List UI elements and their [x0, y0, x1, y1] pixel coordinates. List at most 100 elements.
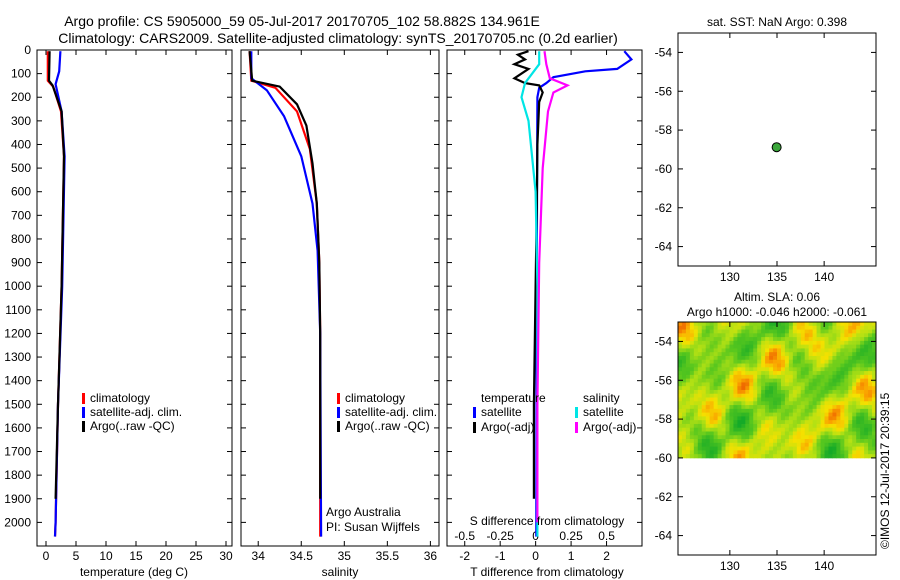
heatmap-cell: [788, 344, 794, 349]
heatmap-cell: [717, 397, 722, 402]
heatmap-cell: [773, 405, 778, 410]
heatmap-cell: [705, 333, 711, 338]
heatmap-cell: [828, 435, 833, 440]
heatmap-cell: [852, 427, 857, 432]
heatmap-cell: [685, 386, 691, 391]
heatmap-cell: [868, 439, 873, 444]
heatmap-cell: [721, 378, 726, 383]
heatmap-cell: [804, 329, 810, 334]
heatmap-cell: [844, 412, 849, 417]
heatmap-cell: [709, 348, 715, 353]
heatmap-cell: [709, 337, 715, 342]
heatmap-cell: [749, 374, 754, 380]
heatmap-cell: [864, 431, 869, 436]
heatmap-cell: [678, 363, 683, 368]
heatmap-cell: [784, 325, 790, 330]
heatmap-cell: [769, 408, 774, 414]
heatmap-cell: [681, 340, 687, 346]
heatmap-cell: [769, 401, 774, 406]
heatmap-cell: [780, 405, 786, 410]
heatmap-cell: [745, 322, 750, 327]
heatmap-cell: [733, 367, 738, 372]
y-tick-label: -60: [655, 451, 673, 465]
heatmap-cell: [725, 355, 730, 361]
heatmap-cell: [780, 408, 786, 414]
heatmap-cell: [872, 348, 877, 353]
heatmap-cell: [864, 412, 869, 417]
difference-top-xlabel: S difference from climatology: [470, 514, 625, 528]
legend-label: climatology: [345, 391, 405, 405]
heatmap-cell: [848, 446, 853, 451]
heatmap-cell: [705, 371, 711, 376]
heatmap-cell: [792, 348, 798, 353]
heatmap-cell: [777, 386, 782, 391]
heatmap-cell: [689, 439, 695, 444]
heatmap-cell: [800, 333, 806, 338]
heatmap-cell: [856, 348, 861, 353]
heatmap-cell: [705, 450, 711, 455]
heatmap-cell: [705, 340, 711, 346]
heatmap-cell: [709, 405, 715, 410]
heatmap-cell: [800, 348, 806, 353]
heatmap-cell: [812, 363, 817, 368]
heatmap-cell: [697, 408, 703, 414]
heatmap-cell: [713, 397, 718, 402]
heatmap-cell: [777, 344, 782, 349]
heatmap-cell: [836, 420, 841, 425]
heatmap-cell: [812, 393, 817, 398]
heatmap-cell: [852, 340, 857, 346]
heatmap-cell: [745, 329, 750, 334]
heatmap-cell: [856, 367, 861, 372]
heatmap-cell: [749, 405, 754, 410]
heatmap-cell: [765, 454, 770, 459]
heatmap-cell: [709, 363, 715, 368]
heatmap-cell: [717, 435, 722, 440]
heatmap-cell: [737, 420, 742, 425]
x-tick-label: 30: [219, 549, 233, 563]
heatmap-cell: [757, 408, 762, 414]
heatmap-cell: [812, 378, 817, 383]
heatmap-cell: [780, 389, 786, 395]
heatmap-cell: [872, 333, 877, 338]
heatmap-cell: [729, 374, 734, 380]
x-tick-label: 135: [767, 559, 787, 573]
heatmap-cell: [701, 355, 707, 361]
heatmap-cell: [705, 431, 711, 436]
heatmap-cell: [820, 439, 825, 444]
heatmap-cell: [848, 355, 853, 361]
heatmap-cell: [769, 431, 774, 436]
heatmap-cell: [733, 337, 738, 342]
heatmap-cell: [757, 393, 762, 398]
sla-title-line1: Altim. SLA: 0.06: [734, 290, 820, 304]
heatmap-cell: [796, 431, 802, 436]
heatmap-cell: [697, 435, 703, 440]
heatmap-cell: [800, 393, 806, 398]
heatmap-cell: [701, 333, 707, 338]
heatmap-cell: [840, 386, 845, 391]
heatmap-cell: [808, 359, 814, 364]
heatmap-cell: [749, 329, 754, 334]
heatmap-cell: [761, 348, 766, 353]
heatmap-cell: [816, 416, 821, 421]
heatmap-cell: [709, 359, 715, 364]
heatmap-cell: [860, 359, 865, 364]
heatmap-cell: [788, 389, 794, 395]
heatmap-cell: [769, 352, 774, 357]
heatmap-cell: [792, 442, 798, 447]
heatmap-cell: [784, 329, 790, 334]
heatmap-cell: [685, 427, 691, 432]
heatmap-cell: [753, 329, 758, 334]
heatmap-cell: [725, 442, 730, 447]
heatmap-cell: [705, 412, 711, 417]
heatmap-cell: [681, 397, 687, 402]
heatmap-cell: [721, 405, 726, 410]
heatmap-cell: [765, 420, 770, 425]
heatmap-cell: [844, 416, 849, 421]
heatmap-cell: [765, 450, 770, 455]
heatmap-cell: [678, 442, 683, 447]
y-tick-label: 0: [24, 43, 31, 57]
heatmap-cell: [753, 378, 758, 383]
heatmap-cell: [737, 416, 742, 421]
heatmap-cell: [737, 450, 742, 455]
heatmap-cell: [705, 322, 711, 327]
